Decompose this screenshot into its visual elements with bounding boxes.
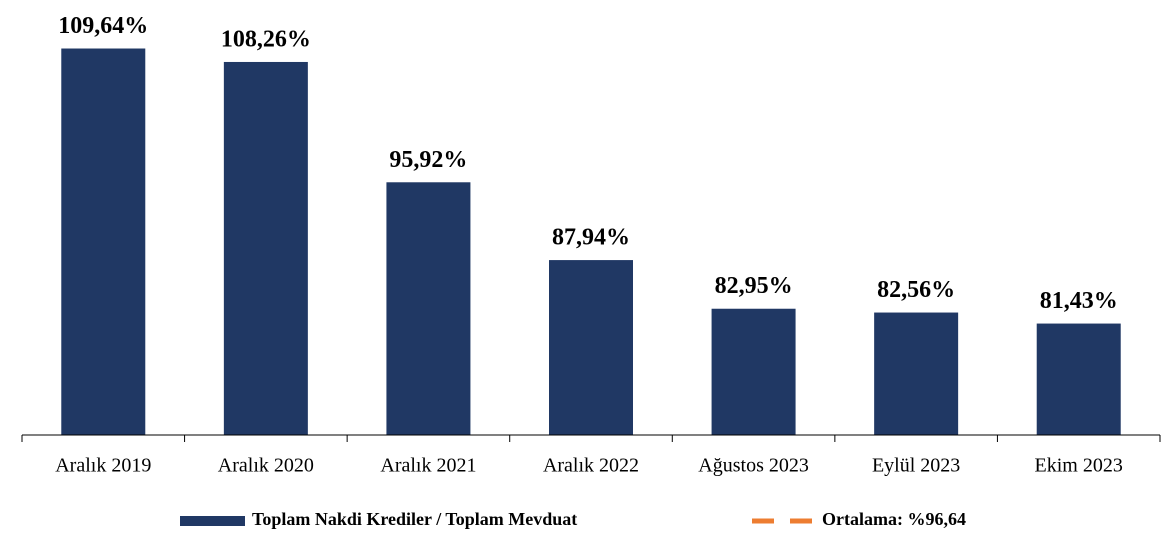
x-tick-label: Ekim 2023 [1035,455,1123,477]
bar [223,61,308,436]
bar [549,260,633,435]
x-tick-label: Aralık 2021 [380,455,476,477]
value-label: 108,26% [221,26,311,52]
value-label: 81,43% [1040,288,1118,314]
bar [1036,323,1121,435]
x-tick-label: Aralık 2022 [543,455,639,477]
bar [874,312,959,435]
value-label: 109,64% [58,13,148,39]
x-tick-label: Aralık 2020 [218,455,314,477]
value-label: 95,92% [389,147,467,173]
legend-label: Toplam Nakdi Krediler / Toplam Mevduat [252,509,577,529]
bar [61,48,146,435]
x-tick-label: Ağustos 2023 [698,455,809,477]
legend-swatch [180,516,245,526]
x-tick-label: Aralık 2019 [55,455,151,477]
legend-label: Ortalama: %96,64 [822,509,966,529]
bar [711,308,796,435]
bar [386,182,471,435]
value-label: 82,56% [877,277,955,303]
value-label: 87,94% [552,225,630,251]
value-label: 82,95% [715,273,793,299]
x-tick-label: Eylül 2023 [872,455,960,477]
